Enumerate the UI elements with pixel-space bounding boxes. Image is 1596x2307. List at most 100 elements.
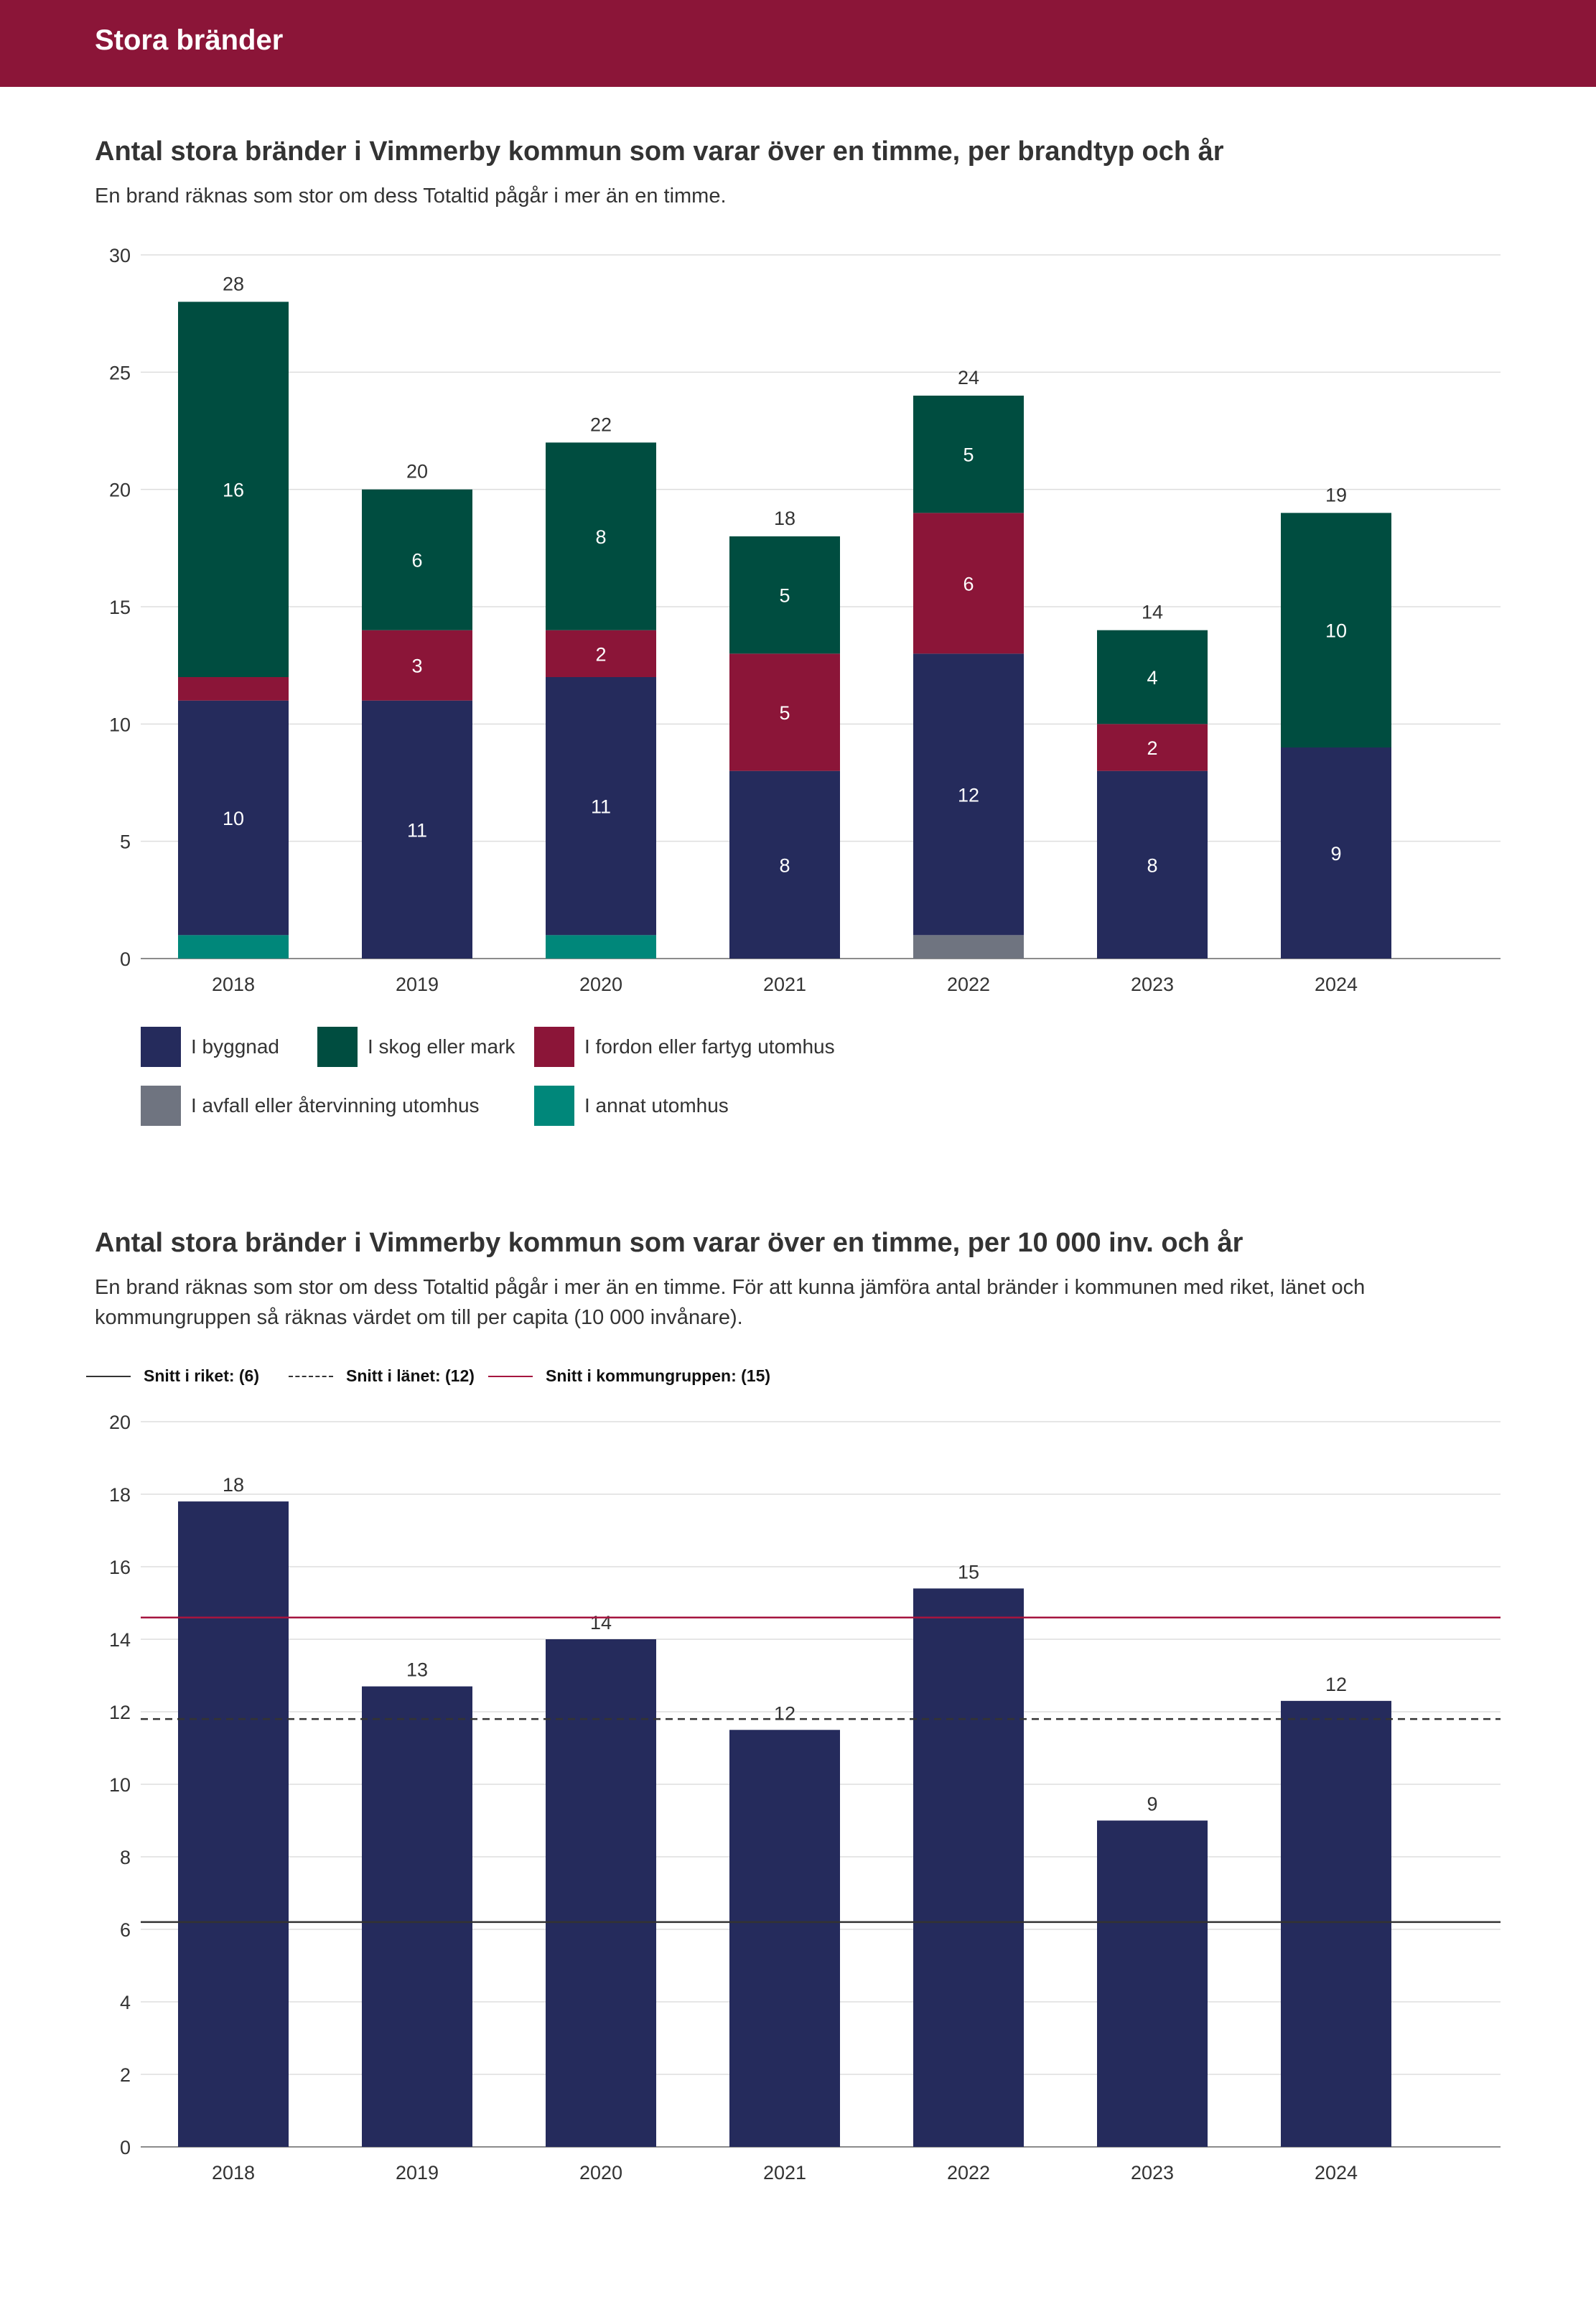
y-tick-label: 30 [109,245,131,266]
y-tick-label: 5 [120,831,131,853]
y-tick-label: 16 [109,1557,131,1578]
bar-total-label: 22 [590,414,612,435]
bar-segment-label: 10 [1325,620,1347,642]
bar-segment-label: 5 [779,702,790,724]
y-tick-label: 12 [109,1702,131,1723]
bar-total-label: 24 [958,367,979,388]
legend-item: I avfall eller återvinning utomhus [141,1086,480,1126]
bar [362,1686,472,2147]
bar-segment [362,489,472,630]
bar-segment [546,442,656,630]
bar-value-label: 12 [774,1702,795,1724]
y-tick-label: 14 [109,1629,131,1651]
x-tick-label: 2021 [763,2162,806,2184]
bar-value-label: 13 [406,1659,428,1681]
bar-segment [178,302,289,677]
bar-value-label: 12 [1325,1674,1347,1695]
bar-value-label: 14 [590,1612,612,1633]
bar-segment [729,536,840,654]
bar-segment-label: 5 [779,585,790,607]
legend-swatch [141,1086,181,1126]
bar [546,1639,656,2147]
y-tick-label: 10 [109,1774,131,1796]
legend-swatch [317,1027,358,1067]
bar-segment-label: 6 [411,550,422,572]
y-tick-label: 10 [109,714,131,735]
bar [729,1730,840,2147]
bar-segment-label: 4 [1147,667,1157,689]
bar-segment [1281,747,1391,959]
legend-label: I avfall eller återvinning utomhus [191,1094,480,1117]
chart1-legend: I byggnad I skog eller mark I fordon eller… [0,1027,1596,1142]
x-tick-label: 2018 [212,2162,255,2184]
reference-legend-label: Snitt i riket: (6) [144,1366,260,1385]
bar [1097,1820,1208,2147]
x-tick-label: 2024 [1315,2162,1358,2184]
bar-segment-label: 16 [223,480,244,501]
bar-segment [913,513,1024,654]
bar-value-label: 18 [223,1474,244,1496]
bar-segment-label: 8 [1147,854,1157,876]
bar-segment-label: 3 [411,656,422,677]
legend-label: I byggnad [191,1035,279,1058]
bar-segment-label: 10 [223,808,244,829]
reference-legend-label: Snitt i länet: (12) [346,1366,475,1385]
bar-segment-label: 5 [963,444,974,466]
y-tick-label: 0 [120,949,131,970]
bar-value-label: 9 [1147,1794,1157,1815]
bar-segment [913,653,1024,936]
bar-segment [362,630,472,701]
bar-total-label: 28 [223,273,244,294]
bar-total-label: 18 [774,508,795,529]
bar-segment [178,677,289,701]
x-tick-label: 2018 [212,974,255,995]
bar-segment [178,700,289,936]
legend-swatch [141,1027,181,1067]
chart2-title: Antal stora bränder i Vimmerby kommun so… [95,1228,1243,1258]
chart2-svg: 0246810121416182018201813201914202012202… [109,1412,1501,2184]
bar-segment-label: 2 [595,643,606,665]
reference-legend-label: Snitt i kommungruppen: (15) [546,1366,771,1385]
legend-swatch [534,1027,574,1067]
legend-label: I skog eller mark [368,1035,515,1058]
bar-segment-label: 2 [1147,737,1157,759]
reference-legend-line [289,1375,333,1377]
chart1-title: Antal stora bränder i Vimmerby kommun so… [95,136,1224,167]
legend-label: I fordon eller fartyg utomhus [584,1035,835,1058]
x-tick-label: 2023 [1131,974,1174,995]
y-tick-label: 0 [120,2137,131,2158]
bar-total-label: 19 [1325,484,1347,505]
chart1-subtitle: En brand räknas som stor om dess Totalti… [95,185,727,208]
legend-item: I skog eller mark [317,1027,515,1067]
y-tick-label: 20 [109,480,131,501]
bar-segment-label: 8 [595,526,606,548]
y-tick-label: 15 [109,597,131,618]
legend-item: I fordon eller fartyg utomhus [534,1027,835,1067]
bar-total-label: 20 [406,461,428,483]
chart2-subtitle: En brand räknas som stor om dess Totalti… [95,1276,1366,1329]
bar-segment [1097,630,1208,724]
chart1-svg: 0510152025301016282018113620201911282220… [109,245,1501,995]
bar [1281,1700,1391,2147]
bar-total-label: 14 [1142,602,1163,623]
x-tick-label: 2020 [579,2162,622,2184]
x-tick-label: 2019 [396,2162,439,2184]
bar-segment [1281,513,1391,747]
reference-legend-item: Snitt i riket: (6) [86,1366,259,1386]
bar-segment [546,630,656,677]
bar [178,1501,289,2147]
bar-segment-label: 12 [958,784,979,806]
bar-segment [913,396,1024,513]
bar-segment [729,653,840,771]
y-tick-label: 4 [120,1992,131,2013]
y-tick-label: 2 [120,2064,131,2086]
page-header: Stora bränder [0,0,1596,87]
bar-segment [1097,770,1208,959]
x-tick-label: 2022 [947,2162,990,2184]
page-title: Stora bränder [95,24,284,56]
reference-legend-item: Snitt i kommungruppen: (15) [488,1366,770,1386]
legend-item: I annat utomhus [534,1086,729,1126]
reference-legend-line [488,1375,533,1377]
legend-swatch [534,1086,574,1126]
bar-segment-label: 11 [407,819,427,841]
